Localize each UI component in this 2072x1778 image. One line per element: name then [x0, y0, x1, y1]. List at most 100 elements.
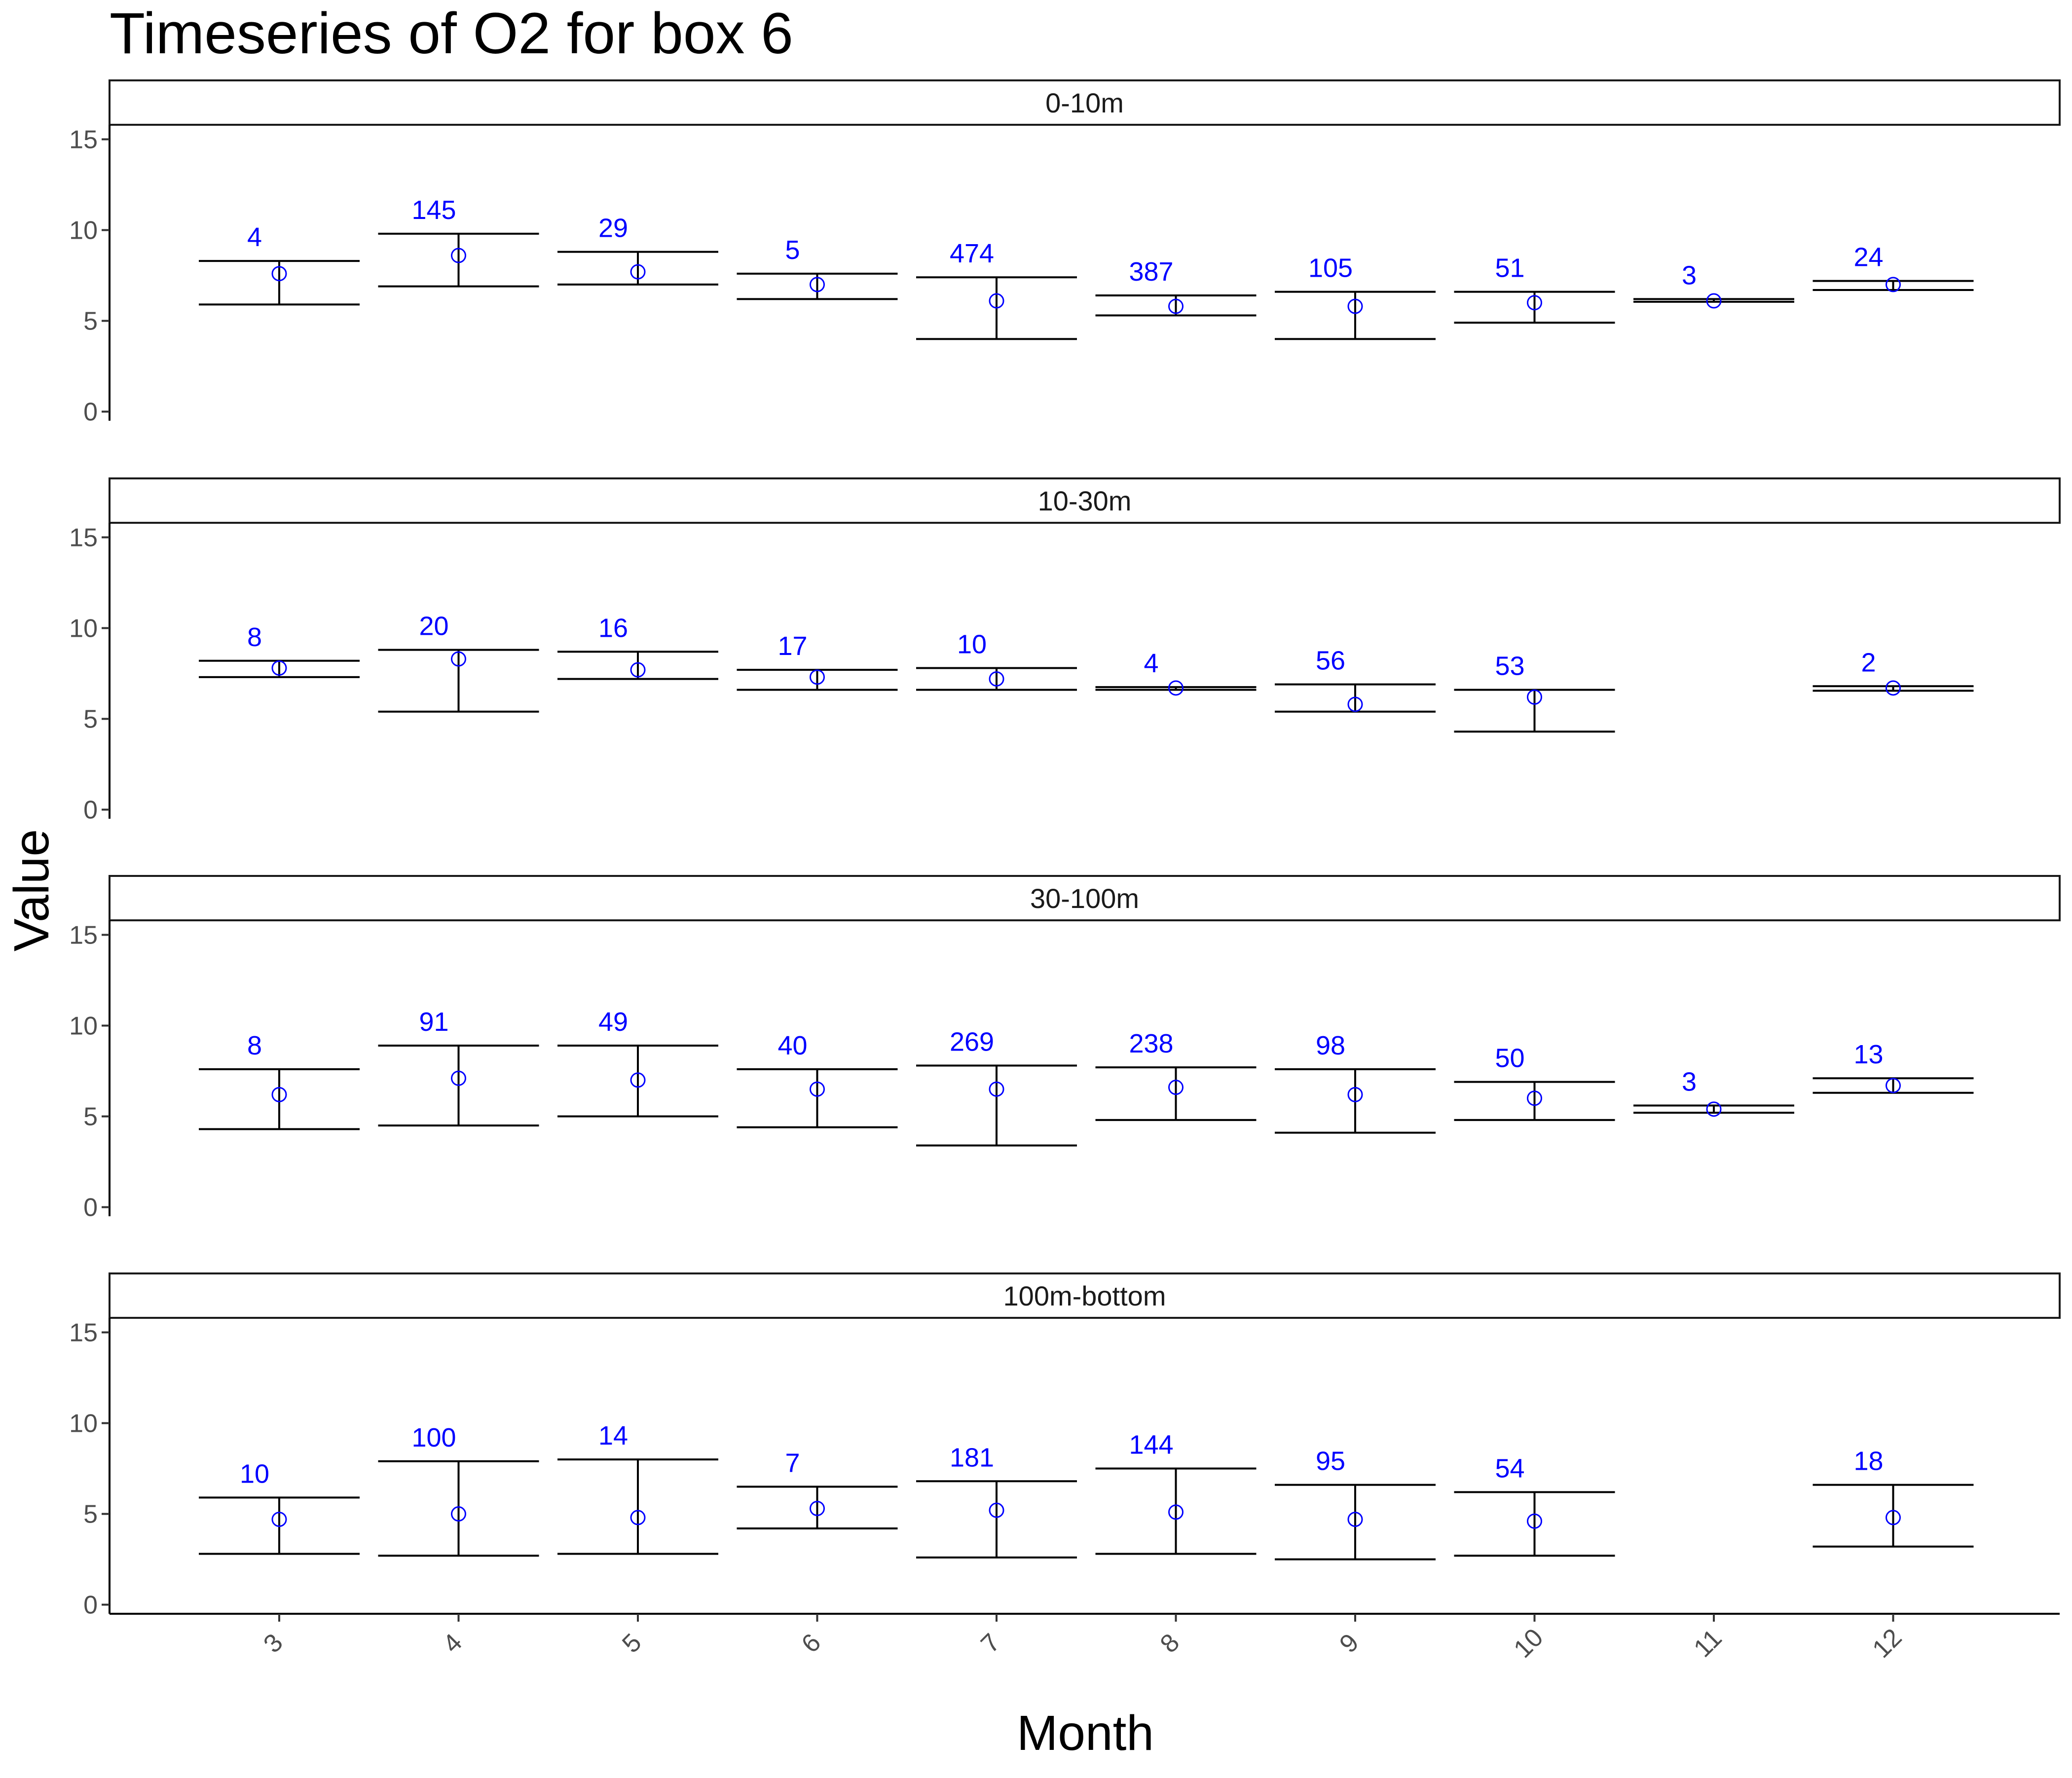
count-label: 51 — [1495, 254, 1524, 283]
y-tick-label: 0 — [83, 1591, 98, 1620]
mean-point — [271, 1087, 287, 1102]
y-tick-label: 15 — [69, 1318, 98, 1347]
y-tick-label: 5 — [83, 705, 98, 734]
mean-point — [1168, 1504, 1184, 1520]
y-tick-label: 5 — [83, 1103, 98, 1131]
count-label: 7 — [785, 1448, 800, 1478]
errorbar — [1813, 280, 1974, 291]
mean-point — [1886, 1510, 1901, 1525]
count-label: 98 — [1316, 1031, 1345, 1060]
count-label: 18 — [1853, 1447, 1883, 1476]
count-label: 20 — [419, 612, 448, 641]
y-tick-label: 10 — [69, 216, 98, 245]
mean-point — [630, 1072, 646, 1088]
mean-point — [451, 1070, 466, 1086]
count-label: 4 — [247, 222, 262, 252]
errorbar — [378, 1460, 539, 1557]
facet-strip-label: 100m-bottom — [1003, 1280, 1166, 1311]
count-label: 387 — [1129, 257, 1173, 287]
mean-point — [271, 1512, 287, 1527]
mean-point — [630, 264, 646, 280]
count-label: 10 — [957, 629, 987, 659]
mean-point — [989, 293, 1004, 309]
count-label: 100 — [411, 1423, 456, 1452]
x-tick-label: 7 — [975, 1628, 1005, 1658]
facet-strip-label: 0-10m — [1045, 87, 1124, 118]
errorbar — [1813, 1484, 1974, 1548]
errorbar — [199, 260, 360, 306]
y-tick-label: 5 — [83, 307, 98, 336]
facet-panel: 0-10m 0 5 10 15 4 145 29 5 474 387 105 51 3 24 — [69, 79, 2061, 427]
mean-point — [1347, 298, 1363, 314]
x-axis-title: Month — [1017, 1705, 1154, 1761]
errorbar — [557, 251, 718, 286]
count-label: 105 — [1308, 254, 1353, 283]
errorbar — [1095, 686, 1257, 691]
count-label: 49 — [598, 1007, 628, 1037]
errorbar — [1813, 1077, 1974, 1094]
facet-strip — [109, 79, 2061, 126]
count-label: 95 — [1316, 1447, 1345, 1476]
count-label: 29 — [598, 214, 628, 243]
count-label: 53 — [1495, 652, 1524, 681]
count-label: 40 — [777, 1031, 807, 1060]
facet-strip — [109, 477, 2061, 524]
mean-point — [1168, 298, 1184, 314]
facet-strip — [109, 875, 2061, 921]
mean-point — [1527, 295, 1542, 311]
mean-point — [630, 1510, 646, 1525]
mean-point — [1347, 1512, 1363, 1527]
errorbar — [1813, 685, 1974, 692]
errorbar — [1633, 298, 1794, 303]
count-label: 8 — [247, 622, 262, 652]
y-tick-label: 0 — [83, 1194, 98, 1222]
errorbar — [1095, 1467, 1257, 1555]
x-tick-label: 8 — [1155, 1628, 1185, 1658]
count-label: 54 — [1495, 1453, 1524, 1483]
errorbar — [557, 1044, 718, 1118]
errorbar — [378, 649, 539, 713]
facet-panel: 10-30m 0 5 10 15 8 20 16 17 10 4 56 53 2 — [69, 477, 2061, 825]
errorbar — [1275, 1484, 1436, 1560]
errorbar — [1454, 1491, 1615, 1557]
mean-point — [1347, 696, 1363, 712]
count-label: 269 — [950, 1027, 994, 1056]
errorbar — [1454, 1081, 1615, 1121]
y-tick-label: 0 — [83, 398, 98, 427]
mean-point — [451, 1506, 466, 1522]
mean-point — [271, 660, 287, 676]
y-tick-label: 15 — [69, 523, 98, 552]
errorbar — [1454, 290, 1615, 324]
y-tick-label: 10 — [69, 1409, 98, 1438]
y-tick-label: 10 — [69, 614, 98, 643]
count-label: 2 — [1861, 648, 1876, 677]
x-tick-label: 12 — [1867, 1623, 1908, 1664]
errorbar — [1633, 1104, 1794, 1114]
mean-point — [1886, 277, 1901, 292]
errorbar — [199, 1068, 360, 1130]
y-tick-label: 10 — [69, 1012, 98, 1040]
count-label: 3 — [1682, 1067, 1697, 1096]
facet-strip-label: 30-100m — [1030, 883, 1139, 914]
count-label: 3 — [1682, 260, 1697, 290]
mean-point — [1527, 1513, 1542, 1529]
facet-panel: 30-100m 0 5 10 15 8 91 49 40 269 238 98 50 3 13 — [69, 875, 2061, 1222]
errorbar — [916, 1064, 1077, 1147]
count-label: 474 — [950, 239, 994, 268]
x-tick-label: 5 — [617, 1628, 647, 1658]
x-tick-label: 11 — [1688, 1624, 1727, 1663]
count-label: 24 — [1853, 243, 1883, 272]
count-label: 10 — [240, 1459, 269, 1488]
errorbar — [737, 669, 898, 691]
errorbar — [1454, 689, 1615, 733]
mean-point — [1706, 1101, 1722, 1117]
errorbar — [737, 1068, 898, 1128]
count-label: 16 — [598, 613, 628, 643]
count-label: 5 — [785, 235, 800, 265]
errorbar — [737, 1486, 898, 1529]
y-tick-label: 0 — [83, 796, 98, 825]
x-tick-label: 10 — [1509, 1623, 1549, 1664]
